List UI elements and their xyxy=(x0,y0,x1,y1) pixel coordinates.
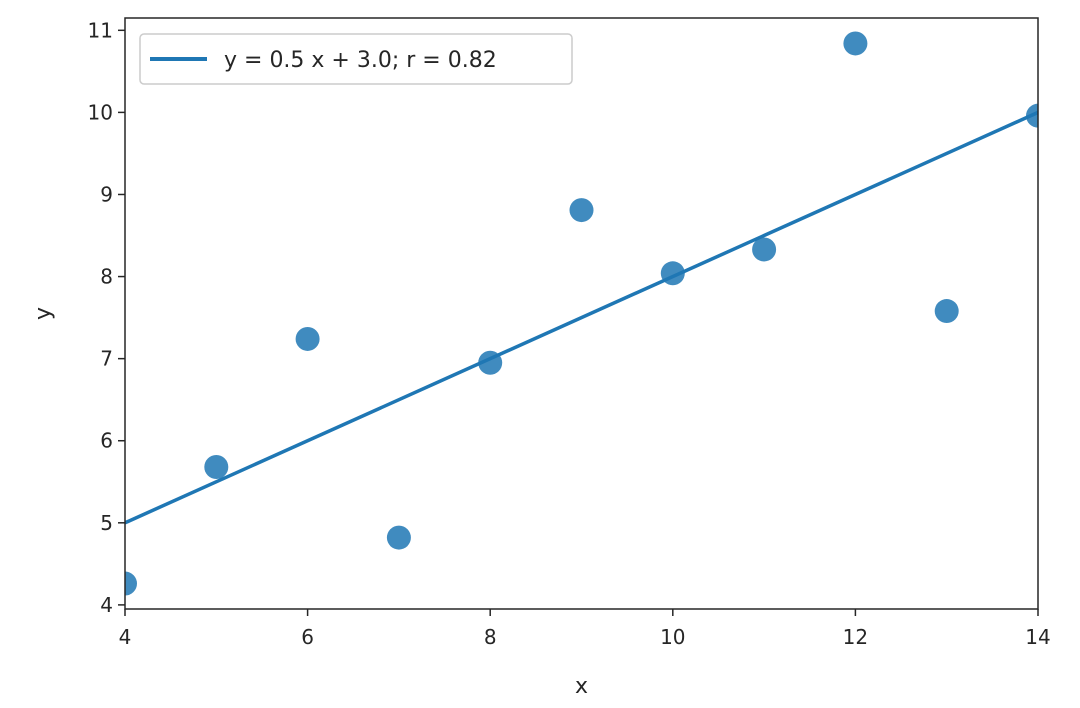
data-point xyxy=(752,237,777,262)
y-tick-label: 8 xyxy=(100,265,113,289)
y-tick-label: 6 xyxy=(100,429,113,453)
y-tick-label: 7 xyxy=(100,347,113,371)
y-tick-label: 5 xyxy=(100,511,113,535)
x-tick-label: 6 xyxy=(301,625,314,649)
data-point xyxy=(569,198,594,223)
x-axis-label: x xyxy=(575,674,588,699)
y-tick-label: 9 xyxy=(100,182,113,206)
x-tick-label: 12 xyxy=(843,625,868,649)
x-axis-ticks: 4 6 8 10 12 14 xyxy=(119,609,1051,649)
data-point xyxy=(386,525,411,550)
y-axis-label: y xyxy=(31,307,56,320)
x-tick-label: 14 xyxy=(1025,625,1050,649)
data-point xyxy=(125,571,137,596)
plot-marks xyxy=(125,31,1038,596)
data-point xyxy=(204,454,229,479)
y-tick-label: 11 xyxy=(88,18,113,42)
regression-line xyxy=(125,110,1038,525)
x-tick-label: 10 xyxy=(660,625,685,649)
legend: y = 0.5 x + 3.0; r = 0.82 xyxy=(139,33,573,85)
data-point xyxy=(843,31,868,56)
legend-entry-label: y = 0.5 x + 3.0; r = 0.82 xyxy=(224,48,497,73)
axes-frame xyxy=(124,17,1039,610)
data-point xyxy=(295,326,320,351)
y-tick-label: 10 xyxy=(88,100,113,124)
legend-box xyxy=(139,33,573,85)
x-tick-label: 8 xyxy=(484,625,497,649)
data-point xyxy=(934,299,959,324)
x-tick-label: 4 xyxy=(119,625,132,649)
y-axis-ticks: 4 5 6 7 8 9 10 11 xyxy=(88,18,125,617)
y-tick-label: 4 xyxy=(100,593,113,617)
